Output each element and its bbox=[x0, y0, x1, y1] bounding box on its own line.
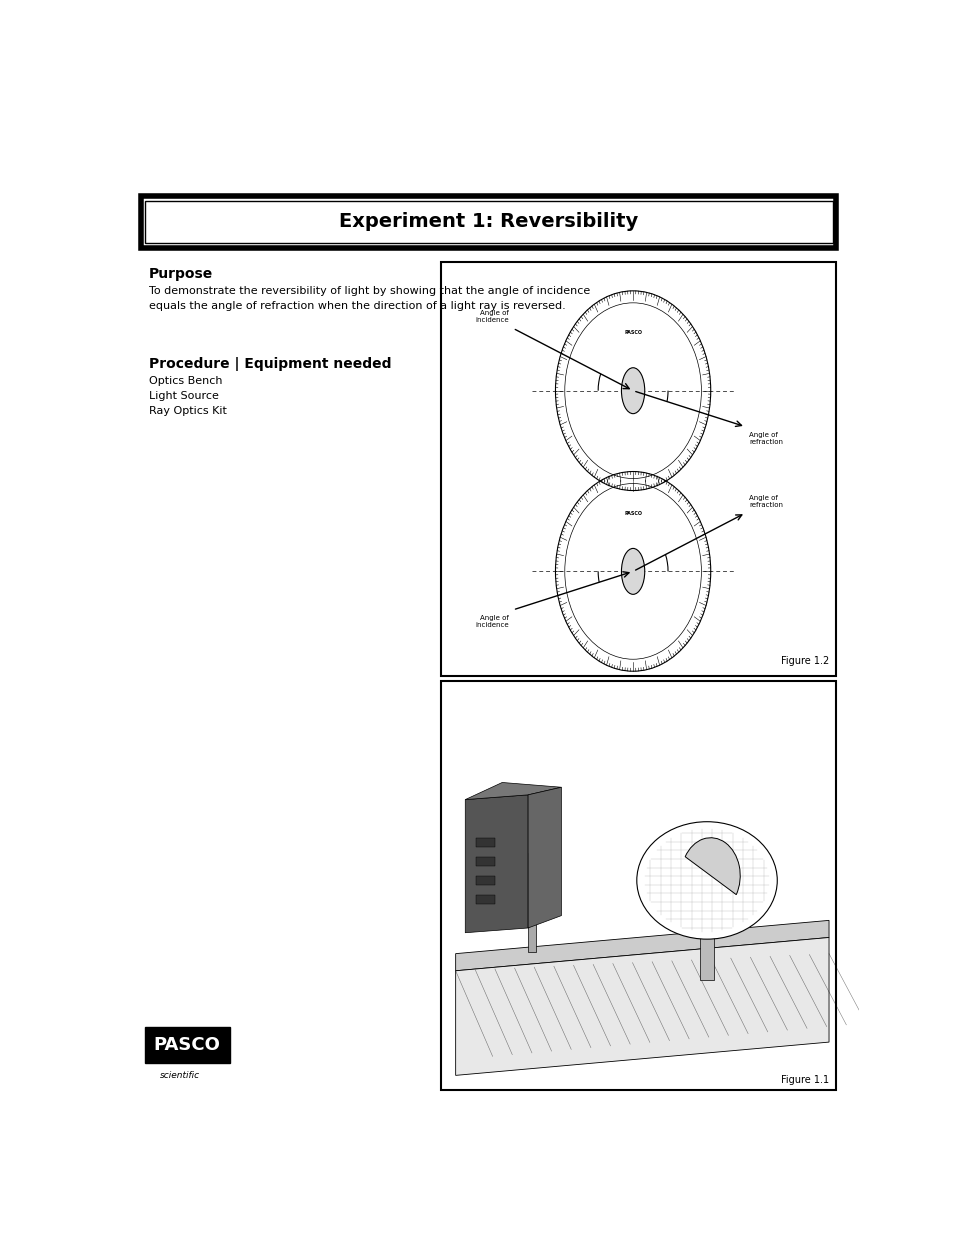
Polygon shape bbox=[528, 853, 535, 952]
Ellipse shape bbox=[620, 548, 644, 594]
Text: Figure 1.2: Figure 1.2 bbox=[780, 657, 828, 667]
Text: Purpose: Purpose bbox=[149, 267, 213, 282]
Text: Angle of
incidence: Angle of incidence bbox=[475, 310, 509, 324]
Wedge shape bbox=[684, 837, 740, 894]
FancyBboxPatch shape bbox=[141, 195, 836, 248]
FancyBboxPatch shape bbox=[440, 262, 836, 676]
FancyBboxPatch shape bbox=[476, 876, 495, 885]
Polygon shape bbox=[465, 783, 560, 799]
FancyBboxPatch shape bbox=[476, 857, 495, 866]
Text: Optics Bench
Light Source
Ray Optics Kit: Optics Bench Light Source Ray Optics Kit bbox=[149, 377, 227, 416]
Text: Angle of
refraction: Angle of refraction bbox=[748, 431, 782, 445]
Text: To demonstrate the reversibility of light by showing that the angle of incidence: To demonstrate the reversibility of ligh… bbox=[149, 287, 590, 311]
FancyBboxPatch shape bbox=[440, 680, 836, 1089]
Polygon shape bbox=[465, 795, 528, 932]
FancyBboxPatch shape bbox=[145, 1026, 230, 1063]
Text: Angle of
incidence: Angle of incidence bbox=[475, 615, 509, 627]
FancyBboxPatch shape bbox=[476, 894, 495, 904]
Polygon shape bbox=[699, 935, 714, 979]
Polygon shape bbox=[528, 787, 560, 927]
Circle shape bbox=[564, 484, 700, 659]
FancyBboxPatch shape bbox=[145, 200, 832, 243]
FancyBboxPatch shape bbox=[476, 837, 495, 847]
Polygon shape bbox=[456, 937, 828, 1076]
Circle shape bbox=[564, 303, 700, 478]
Text: PASCO: PASCO bbox=[153, 1036, 220, 1053]
Ellipse shape bbox=[637, 821, 777, 939]
Circle shape bbox=[555, 291, 710, 490]
Text: PASCO: PASCO bbox=[623, 330, 641, 335]
Text: Figure 1.1: Figure 1.1 bbox=[781, 1074, 828, 1084]
Text: Experiment 1: Reversibility: Experiment 1: Reversibility bbox=[339, 212, 638, 231]
Text: Angle of
refraction: Angle of refraction bbox=[748, 495, 782, 508]
Text: scientific: scientific bbox=[160, 1071, 200, 1079]
Text: PASCO: PASCO bbox=[623, 511, 641, 516]
Text: Procedure | Equipment needed: Procedure | Equipment needed bbox=[149, 357, 391, 372]
Polygon shape bbox=[456, 920, 828, 971]
Circle shape bbox=[555, 472, 710, 672]
Ellipse shape bbox=[620, 368, 644, 414]
